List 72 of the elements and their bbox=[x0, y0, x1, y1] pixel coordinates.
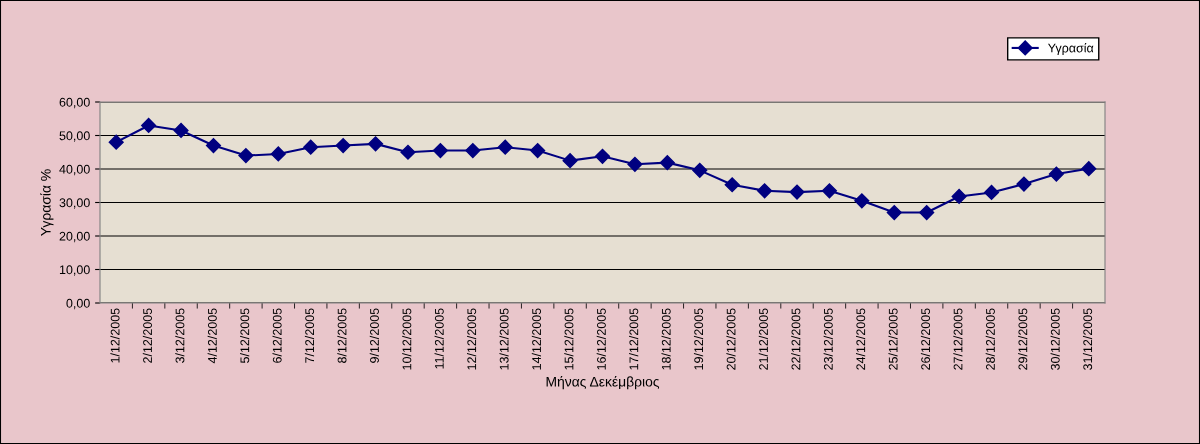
x-tick-label: 21/12/2005 bbox=[758, 308, 768, 370]
x-axis-title: Μήνας Δεκέμβριος bbox=[546, 375, 660, 390]
point bbox=[919, 204, 935, 221]
x-tick-label: 28/12/2005 bbox=[985, 308, 995, 370]
point bbox=[854, 193, 870, 209]
x-tick-label: 30/12/2005 bbox=[1050, 308, 1060, 370]
y-tick-label: 20,00 bbox=[59, 231, 90, 243]
y-axis-title: Υγρασία % bbox=[40, 169, 54, 236]
x-tick-label: 11/12/2005 bbox=[434, 308, 444, 369]
x-tick-label: 2/12/2005 bbox=[142, 308, 152, 363]
x-tick-label: 25/12/2005 bbox=[888, 308, 898, 370]
x-tick-label: 3/12/2005 bbox=[175, 308, 185, 363]
point bbox=[270, 146, 286, 162]
point bbox=[659, 155, 675, 171]
point bbox=[562, 153, 578, 169]
point bbox=[692, 162, 708, 178]
x-tick-label: 8/12/2005 bbox=[337, 308, 347, 363]
y-tick-label: 50,00 bbox=[59, 131, 90, 142]
point bbox=[1081, 161, 1097, 177]
x-tick-label: 31/12/2005 bbox=[1082, 308, 1093, 370]
point bbox=[432, 143, 448, 159]
point bbox=[1048, 166, 1064, 182]
x-tick-label: 27/12/2005 bbox=[953, 308, 963, 370]
point bbox=[530, 143, 546, 159]
point bbox=[367, 136, 384, 152]
x-tick-label: 5/12/2005 bbox=[240, 308, 250, 363]
point bbox=[627, 156, 643, 172]
point bbox=[951, 188, 967, 205]
point bbox=[141, 117, 157, 134]
point bbox=[821, 183, 838, 199]
x-tick-label: 13/12/2005 bbox=[499, 308, 509, 370]
x-tick-label: 7/12/2005 bbox=[304, 308, 315, 363]
x-tick-label: 4/12/2005 bbox=[207, 308, 217, 364]
x-tick-label: 29/12/2005 bbox=[1018, 308, 1028, 370]
point bbox=[1016, 176, 1032, 192]
point bbox=[465, 143, 481, 159]
point bbox=[497, 139, 513, 155]
point bbox=[303, 139, 319, 155]
point bbox=[335, 137, 351, 154]
x-tick-label: 14/12/2005 bbox=[531, 308, 542, 370]
x-tick-label: 19/12/2005 bbox=[693, 308, 704, 370]
point bbox=[238, 148, 254, 164]
x-tick-label: 15/12/2005 bbox=[564, 308, 574, 370]
x-tick-label: 10/12/2005 bbox=[402, 308, 412, 370]
point bbox=[757, 183, 773, 199]
point bbox=[724, 177, 740, 193]
x-tick-label: 12/12/2005 bbox=[467, 308, 477, 370]
point bbox=[108, 134, 124, 150]
x-tick-label: 23/12/2005 bbox=[823, 308, 833, 370]
point bbox=[886, 204, 902, 221]
point bbox=[205, 137, 222, 154]
x-tick-label: 9/12/2005 bbox=[369, 308, 379, 363]
point bbox=[789, 184, 805, 200]
y-tick-label: 40,00 bbox=[59, 164, 90, 176]
x-tick-label: 24/12/2005 bbox=[856, 308, 866, 370]
x-tick-label: 1/12/2005 bbox=[110, 308, 120, 363]
x-tick-label: 20/12/2005 bbox=[726, 308, 736, 370]
point bbox=[173, 122, 189, 139]
point bbox=[594, 148, 611, 164]
x-tick-label: 18/12/2005 bbox=[661, 308, 671, 370]
x-tick-label: 17/12/2005 bbox=[629, 308, 639, 370]
x-tick-label: 26/12/2005 bbox=[920, 308, 931, 370]
y-tick-label: 10,00 bbox=[59, 265, 90, 276]
point bbox=[983, 184, 1000, 201]
y-tick-label: 60,00 bbox=[59, 97, 90, 109]
y-tick-label: 30,00 bbox=[59, 198, 90, 209]
y-tick-label: 0,00 bbox=[66, 298, 90, 310]
point bbox=[400, 144, 416, 160]
x-tick-label: 6/12/2005 bbox=[272, 308, 282, 363]
legend-label: Υγρασία bbox=[1047, 42, 1094, 55]
x-tick-label: 22/12/2005 bbox=[791, 308, 801, 370]
x-tick-label: 16/12/2005 bbox=[596, 308, 606, 370]
